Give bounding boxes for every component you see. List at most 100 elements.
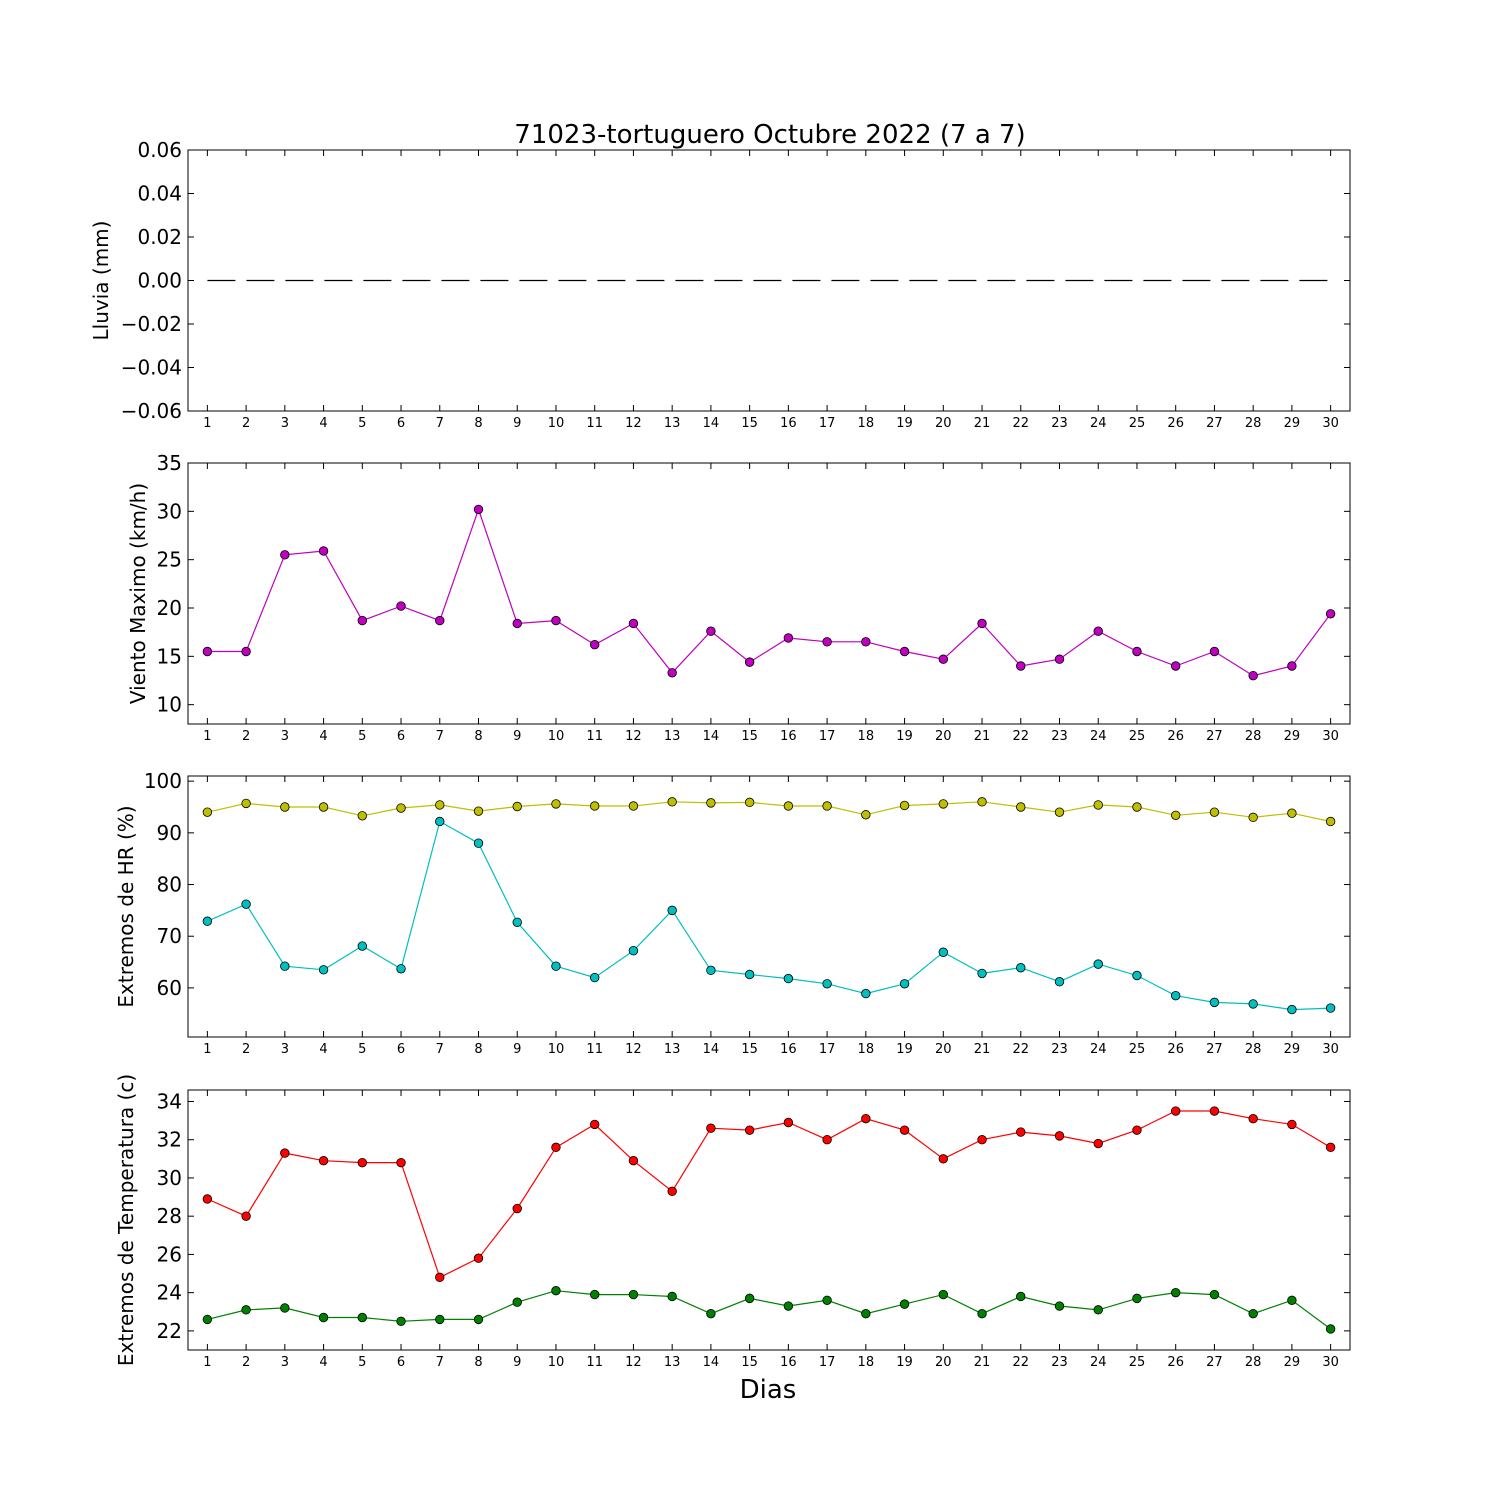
x-tick-label: 6 xyxy=(397,416,405,431)
x-tick-label: 16 xyxy=(780,729,797,744)
data-point xyxy=(318,965,329,975)
data-point xyxy=(435,1272,445,1283)
data-point xyxy=(1132,1293,1142,1304)
x-tick-label: 6 xyxy=(397,1042,405,1057)
x-tick-label: 18 xyxy=(858,729,875,744)
data-point xyxy=(783,801,794,811)
x-tick-label: 27 xyxy=(1206,1355,1223,1370)
data-point xyxy=(861,810,871,820)
y-tick-label: 80 xyxy=(157,873,182,897)
x-tick-label: 8 xyxy=(474,1355,482,1370)
data-point xyxy=(1016,963,1026,973)
data-point xyxy=(396,1157,406,1168)
y-tick-label: −0.04 xyxy=(121,356,182,380)
data-point xyxy=(280,1148,290,1158)
y-tick-label: 24 xyxy=(157,1281,182,1305)
x-tick-label: 3 xyxy=(281,729,289,744)
data-point xyxy=(1054,1301,1065,1311)
x-tick-label: 12 xyxy=(625,1355,642,1370)
data-point xyxy=(938,654,949,664)
x-tick-label: 13 xyxy=(664,729,681,744)
x-tick-label: 19 xyxy=(896,416,913,431)
x-tick-label: 16 xyxy=(780,1042,797,1057)
data-point xyxy=(1132,1125,1142,1135)
x-tick-label: 1 xyxy=(203,1042,211,1057)
x-tick-label: 25 xyxy=(1129,1042,1146,1057)
x-tick-label: 6 xyxy=(397,1355,405,1370)
x-tick-label: 13 xyxy=(664,1042,681,1057)
data-point xyxy=(590,640,600,650)
data-point xyxy=(202,916,213,926)
series-line-1 xyxy=(207,1110,1331,1279)
x-tick-label: 8 xyxy=(474,729,482,744)
x-tick-label: 28 xyxy=(1245,416,1262,431)
data-point xyxy=(202,807,213,817)
y-tick-label: 28 xyxy=(157,1204,182,1228)
data-point xyxy=(318,546,329,556)
x-tick-label: 18 xyxy=(858,416,875,431)
data-point xyxy=(1132,970,1142,981)
x-tick-label: 25 xyxy=(1129,1355,1146,1370)
x-tick-label: 20 xyxy=(935,1042,952,1057)
data-point xyxy=(822,1135,832,1145)
x-tick-label: 7 xyxy=(436,1042,444,1057)
x-tick-label: 30 xyxy=(1322,729,1339,744)
data-point xyxy=(473,504,484,515)
data-point xyxy=(783,633,794,643)
panel-1: −0.06−0.04−0.020.000.020.040.061 2 3 4 5 6 7 8 9… xyxy=(89,138,1351,431)
x-tick-label: 7 xyxy=(436,729,444,744)
x-tick-label: 17 xyxy=(819,729,836,744)
data-point xyxy=(1248,670,1258,681)
data-point xyxy=(899,979,910,989)
panel-frame xyxy=(187,1089,1351,1351)
x-tick-label: 11 xyxy=(586,1042,603,1057)
data-point xyxy=(861,637,871,647)
data-point xyxy=(938,799,949,809)
y-tick-label: 70 xyxy=(157,924,182,948)
x-tick-label: 9 xyxy=(513,1355,521,1370)
x-tick-label: 2 xyxy=(242,1355,250,1370)
data-point xyxy=(396,601,406,611)
y-tick-label: 25 xyxy=(157,548,182,572)
data-point xyxy=(667,668,677,678)
data-point xyxy=(977,797,987,807)
series-line-1 xyxy=(207,507,1332,677)
data-point xyxy=(783,1301,794,1311)
data-point xyxy=(628,801,639,811)
data-point xyxy=(357,941,368,951)
y-axis-label: Extremos de HR (%) xyxy=(114,805,138,1007)
data-point xyxy=(1093,959,1103,969)
data-point xyxy=(977,618,987,629)
data-point xyxy=(241,899,251,909)
x-tick-label: 28 xyxy=(1245,1042,1262,1057)
data-point xyxy=(1325,609,1336,619)
x-tick-label: 14 xyxy=(703,1042,720,1057)
y-tick-label: 22 xyxy=(157,1319,182,1343)
data-point xyxy=(1054,807,1065,817)
x-tick-label: 11 xyxy=(586,1355,603,1370)
x-tick-label: 2 xyxy=(242,1042,250,1057)
data-point xyxy=(1325,1142,1336,1153)
data-point xyxy=(628,1156,639,1166)
series-line-2 xyxy=(207,820,1331,1011)
x-tick-label: 17 xyxy=(819,416,836,431)
x-tick-label: 26 xyxy=(1167,729,1184,744)
data-point xyxy=(551,615,561,626)
data-point xyxy=(357,1312,368,1323)
x-tick-label: 21 xyxy=(974,729,991,744)
data-point xyxy=(1325,1003,1336,1013)
x-tick-label: 10 xyxy=(548,1042,565,1057)
data-point xyxy=(1093,1138,1103,1149)
y-tick-label: 26 xyxy=(157,1242,182,1266)
x-tick-label: 27 xyxy=(1206,1042,1223,1057)
x-tick-label: 3 xyxy=(281,1042,289,1057)
data-point xyxy=(744,969,755,980)
x-tick-label: 5 xyxy=(358,729,366,744)
x-tick-label: 21 xyxy=(974,1355,991,1370)
y-tick-label: 32 xyxy=(157,1128,182,1152)
x-tick-label: 30 xyxy=(1322,1042,1339,1057)
x-tick-label: 4 xyxy=(319,729,327,744)
data-point xyxy=(241,646,251,657)
data-point xyxy=(1170,810,1181,820)
